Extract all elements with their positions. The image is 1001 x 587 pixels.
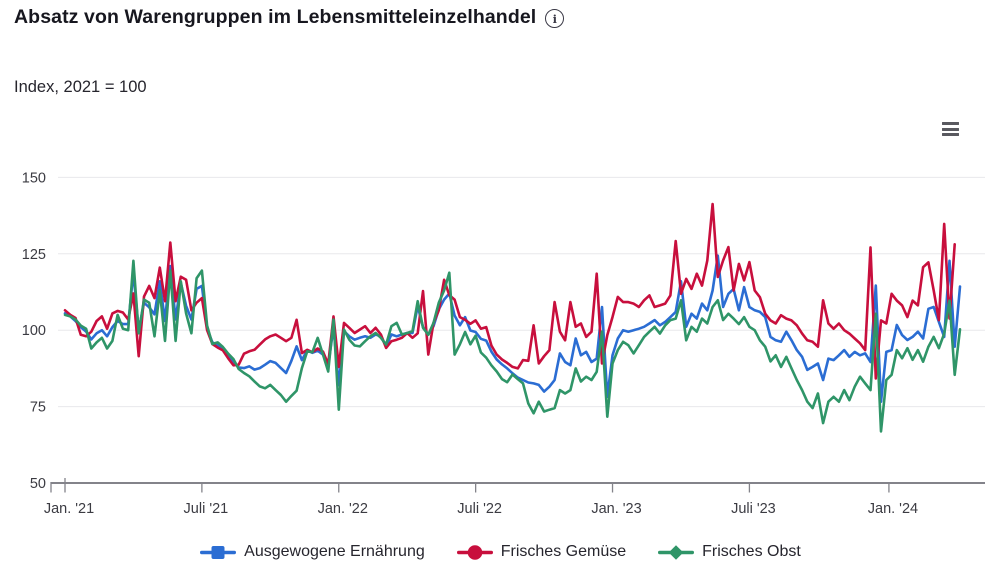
menu-bar [942,133,959,136]
x-axis-label: Jan. '23 [591,501,641,517]
legend-label: Ausgewogene Ernährung [244,543,425,560]
diamond-marker-icon [658,544,695,560]
legend-item-frisches-gemuese[interactable]: Frisches Gemüse [456,543,627,561]
x-axis-label: Jan. '24 [868,501,918,517]
series-line-blue [63,254,962,403]
x-axis-label: Jan. '21 [44,501,94,517]
y-axis-label: 100 [22,323,46,339]
legend-item-frisches-obst[interactable]: Frisches Obst [658,543,801,561]
x-axis-label: Juli '23 [731,501,776,517]
menu-bar [942,127,959,131]
menu-bar [942,122,959,125]
header: Absatz von Warengruppen im Lebensmittele… [14,6,565,29]
y-axis-label: 50 [30,476,46,492]
y-axis-label: 150 [22,170,46,186]
hamburger-menu-icon[interactable] [942,122,959,136]
chart-subtitle: Index, 2021 = 100 [14,78,147,96]
page-title: Absatz von Warengruppen im Lebensmittele… [14,6,537,28]
series-line-green [63,259,962,433]
legend-label: Frisches Gemüse [500,543,627,560]
x-axis-label: Juli '21 [184,501,229,517]
x-axis-label: Juli '22 [457,501,502,517]
legend: Ausgewogene Ernährung Frisches Gemüse Fr… [0,543,1001,561]
info-icon[interactable]: i [545,9,565,28]
square-marker-icon [200,545,237,559]
y-axis-label: 125 [22,247,46,263]
legend-item-ausgewogene-ernaehrung[interactable]: Ausgewogene Ernährung [200,543,425,561]
circle-marker-icon [456,544,493,560]
legend-label: Frisches Obst [702,543,801,560]
series-line-red [63,202,956,380]
y-axis-label: 75 [30,400,46,416]
x-axis-label: Jan. '22 [318,501,368,517]
